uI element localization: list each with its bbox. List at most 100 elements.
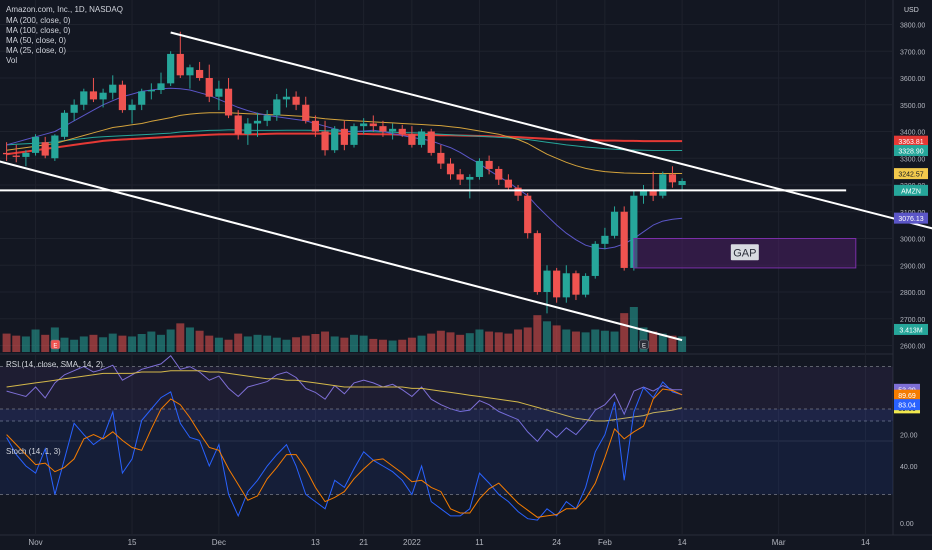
candle-body[interactable] [360,123,368,127]
time-axis[interactable]: Nov 15 Dec 13 21 2022 11 24 Feb 14 Mar 14 [28,538,870,547]
earnings-marker-label: E [642,344,646,350]
candle-body[interactable] [485,160,493,169]
candle-body[interactable] [446,163,455,175]
candle-body[interactable] [273,99,281,116]
candle-body[interactable] [678,180,686,185]
earnings-marker[interactable] [639,339,649,350]
drawings[interactable]: GAP [0,31,932,342]
volume-bar [571,331,580,352]
candle-body[interactable] [668,174,677,183]
candle-body[interactable] [514,187,522,196]
candle-body[interactable] [417,131,426,145]
candle-body[interactable] [350,126,358,145]
candle-body[interactable] [659,174,667,196]
candle-body[interactable] [572,273,580,295]
stoch-legend[interactable]: Stoch (14, 1, 3) [6,447,61,456]
candle-body[interactable] [302,104,310,121]
candle-body[interactable] [292,96,300,105]
candle-body[interactable] [466,176,474,180]
price-axis[interactable]: 2600.002700.002800.002900.003000.003100.… [894,23,928,529]
lower-trendline[interactable] [0,158,683,342]
candle-body[interactable] [649,190,657,196]
volume-bar [417,335,426,352]
ma200-legend[interactable]: MA (200, close, 0) [6,16,71,25]
candle-body[interactable] [340,128,348,145]
price-label: 3363.81 [898,139,923,146]
candle-body[interactable] [186,67,194,76]
earnings-marker[interactable] [50,339,61,350]
candle-body[interactable] [620,211,628,268]
candle-body[interactable] [369,123,377,127]
candle-body[interactable] [234,115,242,135]
candle-body[interactable] [80,91,88,105]
candle-body[interactable] [31,136,40,153]
candle-body[interactable] [437,152,445,164]
candle-body[interactable] [639,190,648,196]
candle-body[interactable] [379,126,387,132]
candle-body[interactable] [389,128,397,132]
rsi-pane[interactable] [0,354,893,443]
candle-body[interactable] [196,69,204,78]
candle-body[interactable] [41,142,49,156]
candle-body[interactable] [562,273,570,298]
candle-body[interactable] [205,78,213,97]
candle-body[interactable] [157,83,165,91]
candle-body[interactable] [533,233,541,292]
volume-bar [610,331,619,352]
candle-body[interactable] [89,91,98,100]
vol-legend[interactable]: Vol [6,56,17,65]
candle-body[interactable] [138,91,146,105]
candle-body[interactable] [3,152,11,155]
candle-body[interactable] [495,168,503,180]
candle-body[interactable] [398,128,406,135]
candle-body[interactable] [475,160,484,177]
candlesticks[interactable] [3,31,686,314]
candle-body[interactable] [504,179,512,188]
candle-body[interactable] [215,88,223,97]
volume-bar [263,335,272,352]
candle-body[interactable] [601,235,609,244]
candle-body[interactable] [591,243,599,276]
candle-body[interactable] [147,90,155,92]
candle-body[interactable] [22,152,30,157]
candle-body[interactable] [99,92,107,100]
candle-body[interactable] [244,123,252,135]
currency-label: USD [904,7,919,14]
ma100-legend[interactable]: MA (100, close, 0) [6,26,71,35]
candle-body[interactable] [311,120,319,132]
candle-body[interactable] [12,155,20,157]
candle-body[interactable] [524,195,532,234]
candle-body[interactable] [109,84,117,93]
volume-bar [407,337,416,352]
candle-body[interactable] [630,195,638,268]
stoch-pane[interactable] [0,381,893,521]
candle-body[interactable] [331,128,339,151]
candle-body[interactable] [427,131,435,153]
candle-body[interactable] [70,104,78,113]
candle-body[interactable] [176,53,184,76]
upper-trendline[interactable] [170,31,932,239]
symbol-title[interactable]: Amazon.com, Inc., 1D, NASDAQ [6,5,123,14]
candle-body[interactable] [610,211,619,236]
candle-body[interactable] [224,88,233,116]
candle-body[interactable] [408,134,416,145]
candle-body[interactable] [263,115,271,121]
candle-body[interactable] [167,53,175,84]
ma50-legend[interactable]: MA (50, close, 0) [6,36,66,45]
candle-body[interactable] [543,270,551,292]
candle-body[interactable] [321,131,329,151]
volume-bar [436,330,445,352]
candle-body[interactable] [51,135,59,159]
ma25-legend[interactable]: MA (25, close, 0) [6,46,66,55]
candle-body[interactable] [128,104,136,111]
candle-body[interactable] [282,96,291,100]
candle-body[interactable] [456,174,464,180]
candle-body[interactable] [118,84,126,111]
rsi-legend[interactable]: RSI (14, close, SMA, 14, 2) [6,360,103,369]
candle-body[interactable] [553,270,561,298]
candle-body[interactable] [253,120,262,124]
candle-body[interactable] [60,112,69,137]
candle-body[interactable] [582,275,590,295]
